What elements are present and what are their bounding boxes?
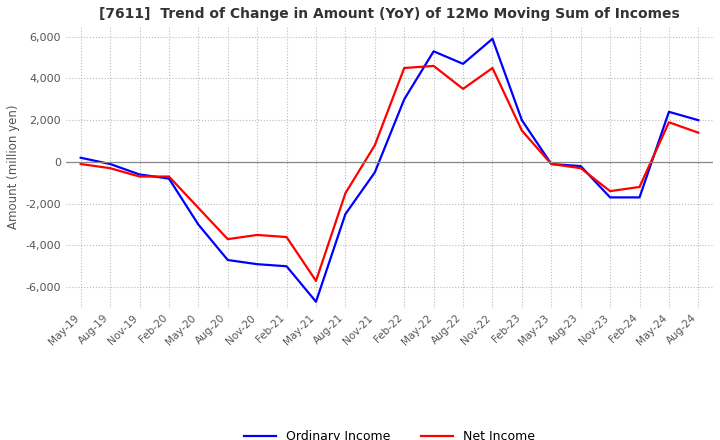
- Ordinary Income: [606, 195, 614, 200]
- Net Income: [165, 174, 174, 179]
- Net Income: [253, 232, 261, 238]
- Net Income: [459, 86, 467, 92]
- Net Income: [488, 66, 497, 71]
- Net Income: [665, 120, 673, 125]
- Net Income: [400, 66, 408, 71]
- Ordinary Income: [282, 264, 291, 269]
- Ordinary Income: [635, 195, 644, 200]
- Net Income: [518, 128, 526, 133]
- Ordinary Income: [665, 109, 673, 114]
- Ordinary Income: [253, 261, 261, 267]
- Ordinary Income: [371, 170, 379, 175]
- Ordinary Income: [577, 163, 585, 169]
- Line: Net Income: Net Income: [81, 66, 698, 281]
- Ordinary Income: [165, 176, 174, 181]
- Ordinary Income: [518, 117, 526, 123]
- Net Income: [547, 161, 556, 167]
- Ordinary Income: [106, 161, 114, 167]
- Net Income: [635, 184, 644, 190]
- Y-axis label: Amount (million yen): Amount (million yen): [7, 105, 20, 229]
- Title: [7611]  Trend of Change in Amount (YoY) of 12Mo Moving Sum of Incomes: [7611] Trend of Change in Amount (YoY) o…: [99, 7, 680, 21]
- Ordinary Income: [135, 172, 144, 177]
- Ordinary Income: [459, 61, 467, 66]
- Net Income: [135, 174, 144, 179]
- Net Income: [282, 235, 291, 240]
- Net Income: [106, 165, 114, 171]
- Net Income: [76, 161, 85, 167]
- Net Income: [606, 188, 614, 194]
- Net Income: [341, 191, 350, 196]
- Legend: Ordinary Income, Net Income: Ordinary Income, Net Income: [240, 425, 539, 440]
- Ordinary Income: [76, 155, 85, 161]
- Net Income: [194, 205, 202, 210]
- Net Income: [223, 236, 232, 242]
- Ordinary Income: [400, 97, 408, 102]
- Ordinary Income: [429, 49, 438, 54]
- Ordinary Income: [488, 36, 497, 41]
- Ordinary Income: [547, 161, 556, 167]
- Net Income: [371, 143, 379, 148]
- Line: Ordinary Income: Ordinary Income: [81, 39, 698, 302]
- Ordinary Income: [341, 212, 350, 217]
- Net Income: [312, 278, 320, 283]
- Ordinary Income: [194, 222, 202, 227]
- Net Income: [694, 130, 703, 136]
- Ordinary Income: [223, 257, 232, 263]
- Ordinary Income: [312, 299, 320, 304]
- Net Income: [577, 165, 585, 171]
- Net Income: [429, 63, 438, 69]
- Ordinary Income: [694, 117, 703, 123]
